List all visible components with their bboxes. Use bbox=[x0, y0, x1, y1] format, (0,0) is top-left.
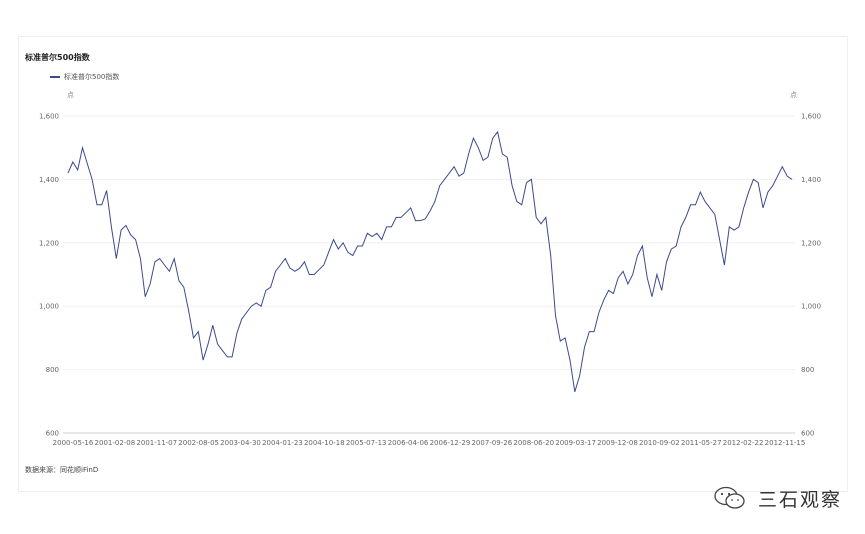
x-tick-label: 2010-09-02 bbox=[639, 439, 680, 447]
y-tick-label-right: 1,000 bbox=[801, 303, 821, 311]
grid-lines bbox=[63, 115, 795, 434]
y-axis-right: 600 800 1,000 1,200 1,400 1,600 bbox=[801, 113, 821, 438]
y-tick-label-right: 1,200 bbox=[801, 239, 821, 247]
x-tick-label: 2003-04-30 bbox=[220, 439, 261, 447]
y-tick-label-left: 800 bbox=[46, 366, 59, 374]
legend-swatch bbox=[50, 76, 60, 78]
legend[interactable]: 标准普尔500指数 bbox=[50, 72, 119, 82]
chart-card bbox=[18, 36, 848, 492]
x-tick-label: 2007-09-26 bbox=[471, 439, 512, 447]
x-tick-label: 2012-02-22 bbox=[723, 439, 764, 447]
wechat-icon bbox=[714, 486, 745, 509]
y-tick-label-left: 1,000 bbox=[39, 303, 59, 311]
x-tick-label: 2006-04-06 bbox=[388, 439, 429, 447]
watermark-text: 三石观察 bbox=[758, 488, 843, 511]
x-tick-label: 2002-08-05 bbox=[178, 439, 219, 447]
y-tick-label-left: 1,400 bbox=[39, 176, 59, 184]
x-tick-label: 2009-12-08 bbox=[597, 439, 638, 447]
x-tick-label: 2009-03-17 bbox=[555, 439, 596, 447]
chart-title: 标准普尔500指数 bbox=[25, 53, 90, 62]
x-tick-label: 2012-11-15 bbox=[765, 439, 806, 447]
x-tick-label: 2001-02-08 bbox=[95, 439, 136, 447]
x-tick-label: 2005-07-13 bbox=[346, 439, 387, 447]
series-line-sp500 bbox=[67, 130, 793, 392]
data-source: 数据来源：同花顺iFinD bbox=[25, 466, 99, 474]
y-tick-label-left: 1,600 bbox=[39, 113, 59, 121]
y-axis-left: 600 800 1,000 1,200 1,400 1,600 bbox=[39, 113, 59, 438]
x-tick-label: 2001-11-07 bbox=[136, 439, 177, 447]
x-tick-label: 2000-05-16 bbox=[53, 439, 94, 447]
y-tick-label-left: 600 bbox=[46, 430, 59, 438]
x-tick-label: 2004-10-18 bbox=[304, 439, 345, 447]
legend-label: 标准普尔500指数 bbox=[64, 73, 120, 81]
x-tick-label: 2008-06-20 bbox=[513, 439, 554, 447]
x-tick-label: 2006-12-29 bbox=[430, 439, 471, 447]
x-tick-label: 2011-05-27 bbox=[681, 439, 722, 447]
y-tick-label-left: 1,200 bbox=[39, 239, 59, 247]
y-tick-label-right: 800 bbox=[801, 366, 814, 374]
y-axis-unit-left: 点 bbox=[67, 91, 74, 99]
x-axis: 2000-05-16 2001-02-08 2001-11-07 2002-08-05… bbox=[53, 439, 806, 447]
watermark: 三石观察 bbox=[712, 484, 842, 512]
y-tick-label-right: 1,600 bbox=[801, 113, 821, 121]
x-tick-label: 2004-01-23 bbox=[262, 439, 303, 447]
y-tick-label-right: 600 bbox=[801, 430, 814, 438]
y-axis-unit-right: 点 bbox=[790, 91, 797, 99]
y-tick-label-right: 1,400 bbox=[801, 176, 821, 184]
